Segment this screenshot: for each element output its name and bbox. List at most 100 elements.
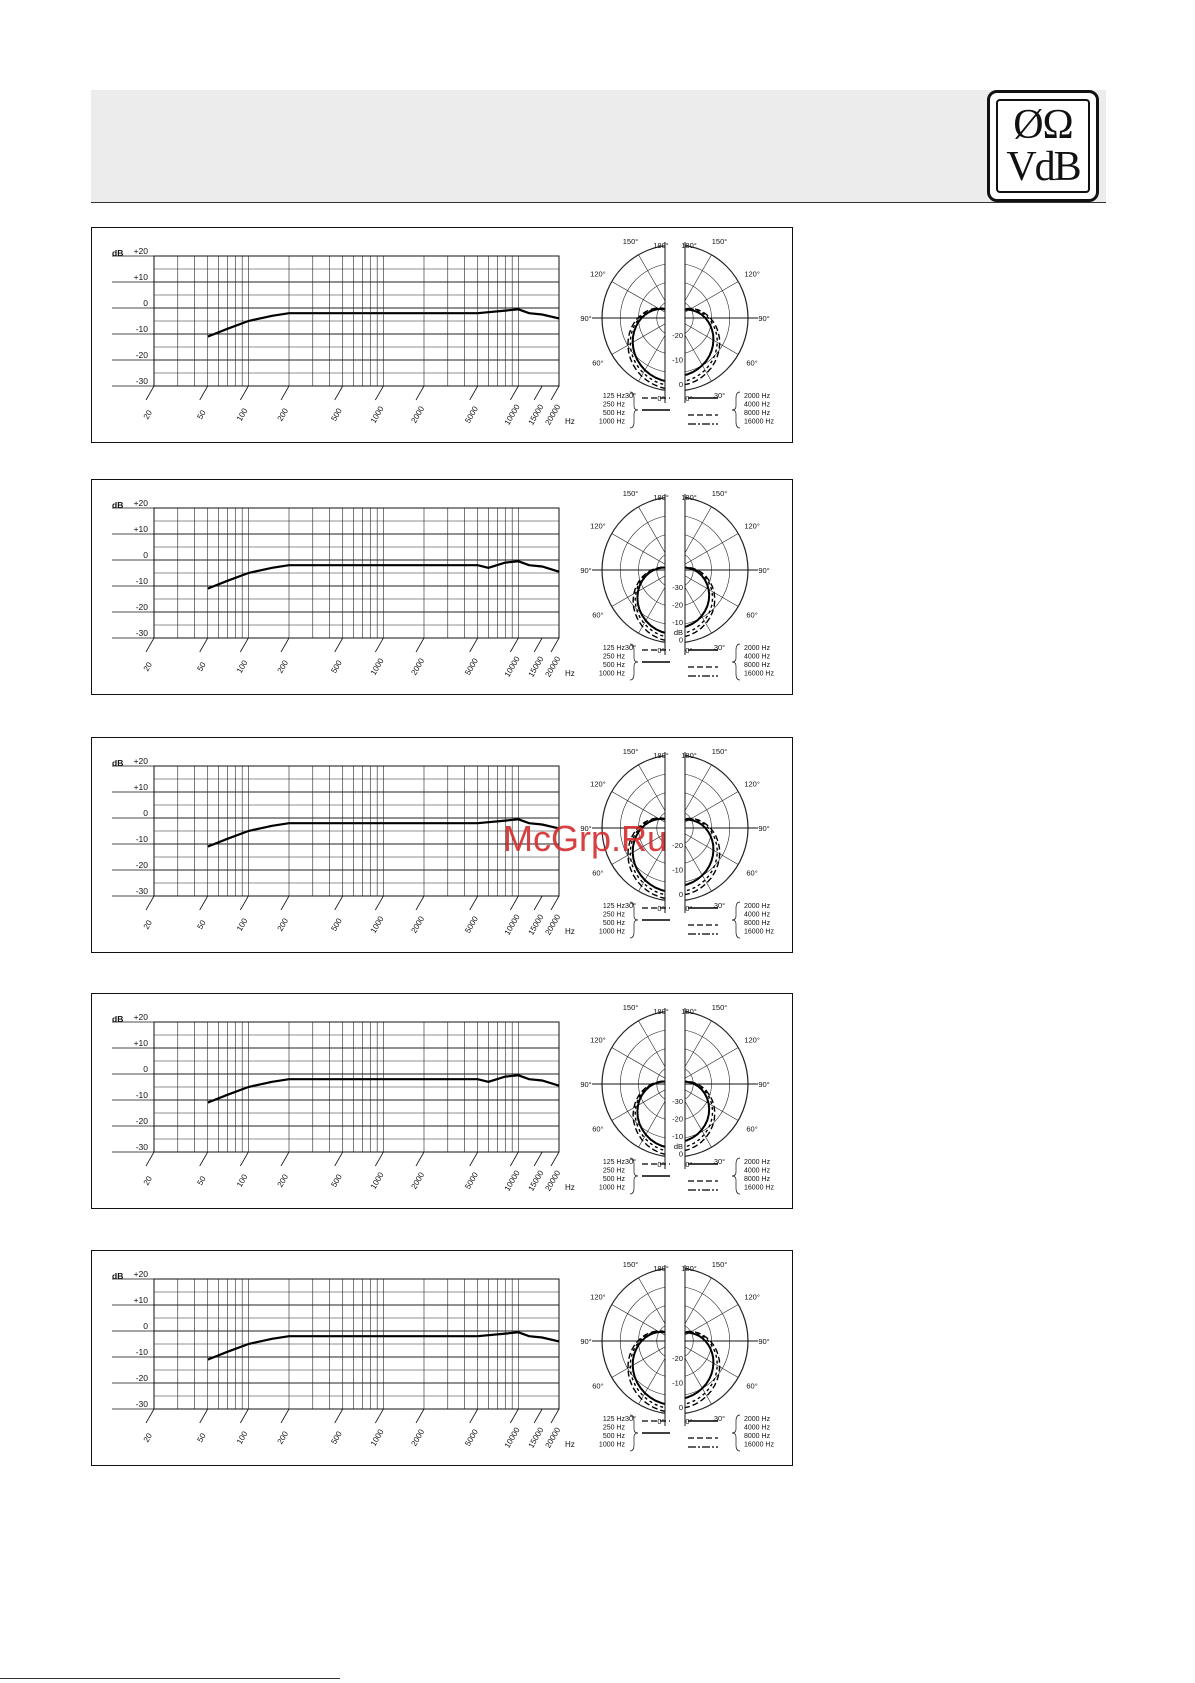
polar-radial-label: -10 [672, 1378, 683, 1387]
legend-brace-left [629, 901, 639, 939]
chart-svg: +20 +10 0 -10 -20 -30 dB 20 50 100 200 500 1000 2000 5… [112, 489, 774, 681]
polar-angle-label: 120° [590, 780, 606, 789]
x-tick-label: 2000 [409, 656, 426, 676]
polar-angle-label: 150° [623, 747, 639, 756]
polar-angle-label: 30° [714, 643, 725, 652]
y-tick-label: +20 [134, 498, 149, 508]
polar-radial-label: -20 [672, 1114, 683, 1123]
plot-frame [153, 255, 560, 387]
y-tick-label: -20 [136, 350, 149, 360]
x-tick-line [334, 637, 344, 653]
polar-radial-label: -30 [672, 583, 683, 592]
polar-angle-label: 150° [623, 237, 639, 246]
polar-angle-label: 180° [681, 493, 697, 502]
x-axis-label: Hz [565, 1183, 575, 1192]
x-tick-line [240, 1408, 249, 1424]
x-tick-label: 5000 [463, 914, 480, 934]
polar-radial-label: -20 [672, 1354, 683, 1363]
x-tick-label: 50 [195, 660, 208, 673]
legend-left-label: 125 Hz [603, 393, 626, 400]
y-tick-label: +10 [134, 524, 149, 534]
polar-radial-label: 0 [679, 1403, 683, 1412]
legend-brace-right [731, 1414, 741, 1452]
x-tick-label: 20 [142, 1431, 155, 1444]
legend-left-label: 125 Hz [603, 1416, 626, 1423]
y-tick-label: 0 [143, 298, 148, 308]
x-tick-line [510, 637, 519, 653]
polar-angle-label: 120° [744, 1036, 760, 1045]
y-tick-label: -20 [136, 602, 149, 612]
x-tick-line [375, 385, 384, 401]
x-tick-label: 2000 [409, 914, 426, 934]
polar-spoke [674, 1083, 739, 1121]
logo-symbols: ØΩ [1013, 102, 1074, 148]
x-tick-label: 50 [195, 918, 208, 931]
x-tick-label: 2000 [409, 1170, 426, 1190]
legend-left-label: 1000 Hz [599, 671, 626, 678]
polar-spoke [674, 569, 739, 607]
polar-scale-strip [665, 494, 685, 655]
plot-frame [153, 507, 560, 639]
x-tick-line [550, 1151, 560, 1167]
x-tick-line [533, 1408, 543, 1424]
polar-angle-label: 120° [590, 1293, 606, 1302]
x-tick-label: 100 [235, 658, 250, 675]
plot-frame [153, 765, 560, 897]
x-tick-line [510, 1151, 519, 1167]
legend-right-label: 8000 Hz [744, 662, 771, 669]
x-tick-label: 1000 [369, 914, 386, 934]
polar-angle-label: 120° [590, 522, 606, 531]
polar-angle-label: 60° [746, 1125, 757, 1134]
polar-angle-label: 60° [746, 1382, 757, 1391]
polar-diagram: -20 -10 0 180° 180° 150° 150° 120° 120° 90° 90° 60°… [580, 237, 770, 403]
x-tick-line [510, 895, 519, 911]
polar-angle-label: 120° [590, 1036, 606, 1045]
polar-spoke [674, 317, 739, 355]
polar-angle-label: 60° [592, 869, 603, 878]
legend-right-label: 16000 Hz [744, 1442, 774, 1449]
legend-left-label: 500 Hz [603, 920, 626, 927]
polar-angle-label: 180° [653, 241, 669, 250]
x-tick-line [415, 385, 425, 401]
y-tick-label: +10 [134, 272, 149, 282]
legend-left-label: 500 Hz [603, 1433, 626, 1440]
x-tick-line [199, 895, 209, 911]
legend-right-label: 16000 Hz [744, 419, 774, 426]
legend-right-label: 8000 Hz [744, 1176, 771, 1183]
legend-left-label: 250 Hz [603, 912, 626, 919]
polar-angle-label: 90° [758, 1337, 769, 1346]
polar-angle-label: 180° [681, 1007, 697, 1016]
polar-spoke [611, 1340, 676, 1378]
x-tick-label: 20000 [543, 402, 562, 426]
x-tick-label: 5000 [463, 1427, 480, 1447]
polar-pattern-line [674, 308, 719, 383]
x-tick-line [240, 637, 249, 653]
polar-spoke [611, 281, 676, 319]
legend-left-label: 1000 Hz [599, 419, 626, 426]
polar-diagram: -30 -20 -10 0dB 180° 180° 150° 150° 120° 120° 90° 9… [580, 1003, 770, 1169]
x-tick-line [550, 895, 560, 911]
x-tick-label: 15000 [527, 1168, 546, 1192]
polar-diagram: -30 -20 -10 0dB 180° 180° 150° 150° 120° 120° 90° 9… [580, 489, 770, 655]
watermark-text: McGrp.Ru [503, 818, 668, 859]
x-tick-line [280, 385, 290, 401]
x-tick-label: 100 [235, 1172, 250, 1189]
polar-scale-strip [665, 1008, 685, 1169]
x-tick-label: 50 [195, 1174, 208, 1187]
x-tick-label: 100 [235, 406, 250, 423]
x-axis-label: Hz [565, 927, 575, 936]
y-tick-label: +20 [134, 1269, 149, 1279]
polar-angle-label: 90° [758, 566, 769, 575]
x-tick-label: 20 [142, 408, 155, 421]
x-tick-label: 5000 [463, 656, 480, 676]
chart-panel-2: +20 +10 0 -10 -20 -30 dB 20 50 100 200 500 1000 2000 5… [91, 479, 793, 695]
polar-spoke [674, 533, 739, 571]
polar-angle-label: 30° [714, 1157, 725, 1166]
x-tick-line [415, 1151, 425, 1167]
x-tick-label: 10000 [503, 1168, 522, 1192]
x-tick-line [334, 1408, 344, 1424]
x-tick-line [375, 895, 384, 911]
polar-angle-label: 30° [625, 1414, 636, 1423]
y-tick-label: +10 [134, 1038, 149, 1048]
y-tick-label: +10 [134, 782, 149, 792]
